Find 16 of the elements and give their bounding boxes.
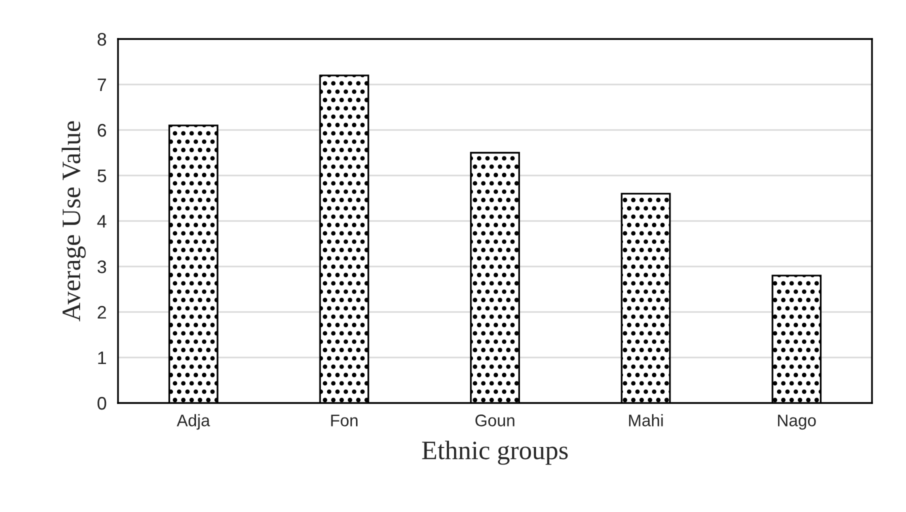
y-tick-label: 8 [98,32,106,46]
x-tick-label: Nago [778,414,816,430]
x-tick-label: Mahi [629,414,663,426]
y-tick-label: 5 [98,170,106,182]
x-tick-label: Goun [475,414,514,426]
y-tick-label: 0 [98,396,106,410]
y-tick-label: 6 [98,124,106,137]
y-axis-title: Average Use Value [62,121,86,322]
x-axis-title: Ethnic groups [422,440,568,465]
y-tick-label: 3 [98,260,106,274]
y-tick-label: 1 [98,352,106,364]
x-tick-label: Fon [331,414,358,426]
y-tick-label: 2 [98,306,106,319]
y-tick-label: 4 [97,215,106,228]
y-tick-label: 7 [98,78,106,92]
x-tick-label: Adja [176,414,210,430]
